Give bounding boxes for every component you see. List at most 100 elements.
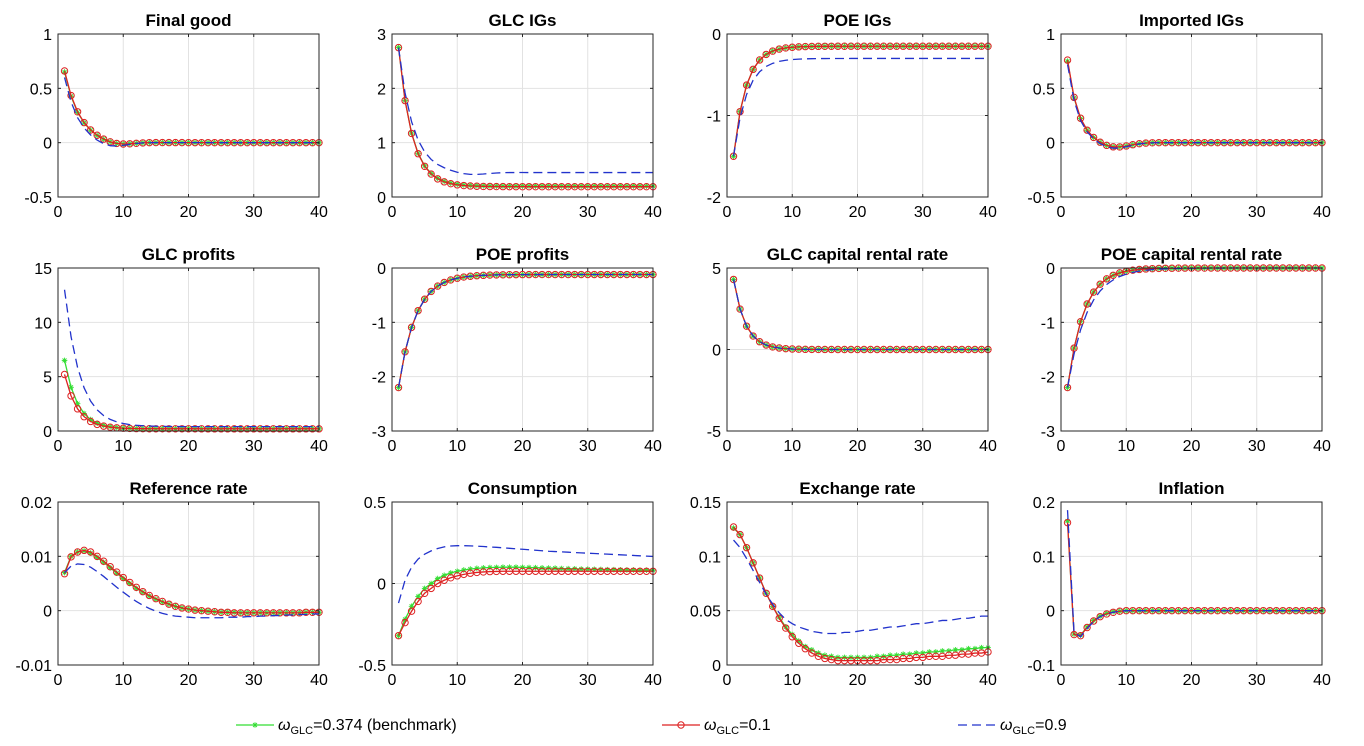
data-point-bench — [126, 580, 133, 587]
y-tick-label: 0 — [43, 604, 52, 621]
data-point-low — [1096, 612, 1104, 621]
x-tick-label: 10 — [448, 204, 466, 221]
data-point-low — [132, 583, 141, 591]
data-point-low — [433, 282, 442, 290]
data-point-low — [86, 126, 95, 134]
x-tick-label: 40 — [1313, 438, 1331, 455]
data-point-low — [782, 624, 790, 632]
y-tick-label: -2 — [707, 190, 721, 207]
data-point-bench — [624, 567, 630, 573]
data-point-bench — [480, 565, 487, 571]
data-point-low — [407, 129, 416, 138]
x-tick-label: 0 — [54, 438, 63, 455]
data-point-low — [60, 67, 69, 75]
y-tick-label: 0.1 — [699, 549, 721, 566]
data-point-low — [60, 570, 69, 578]
x-tick-label: 0 — [388, 438, 397, 455]
data-point-low — [1089, 617, 1098, 625]
legend-item-bench: ωGLC=0.374 (benchmark) — [236, 717, 457, 737]
data-point-bench — [100, 422, 107, 429]
x-tick-label: 0 — [54, 204, 63, 221]
data-point-low — [1102, 610, 1111, 618]
x-tick-label: 40 — [979, 438, 997, 455]
data-point-bench — [493, 564, 500, 571]
series-line-high — [63, 77, 319, 147]
data-point-low — [145, 591, 154, 600]
data-point-bench — [946, 648, 952, 654]
data-point-low — [742, 81, 751, 89]
panel-poe-profits: 0 10 20 30 40 0 -1 -2 -3 POE profits — [372, 245, 662, 455]
data-point-low — [729, 523, 738, 531]
data-point-low — [433, 175, 442, 183]
data-point-low — [99, 557, 108, 565]
data-point-bench — [604, 566, 611, 573]
data-point-low — [414, 150, 422, 158]
data-point-low — [1089, 133, 1098, 142]
y-tick-label: 0.5 — [1033, 81, 1055, 98]
legend-marker — [252, 722, 258, 728]
data-point-bench — [730, 525, 737, 531]
x-tick-label: 30 — [1248, 204, 1266, 221]
data-point-bench — [965, 645, 972, 652]
legend-label: ωGLC=0.1 — [704, 717, 771, 737]
y-tick-label: 0.15 — [690, 495, 721, 512]
data-point-low — [420, 162, 429, 170]
data-point-low — [414, 597, 422, 606]
data-point-bench — [643, 567, 650, 573]
data-point-low — [1096, 138, 1104, 146]
x-tick-label: 40 — [310, 204, 328, 221]
x-tick-label: 40 — [310, 672, 328, 689]
x-tick-label: 10 — [448, 438, 466, 455]
data-point-low — [93, 552, 101, 561]
data-point-bench — [487, 564, 493, 571]
panel-poe-capital-rental-rate: 0 10 20 30 40 0 -1 -2 -3 POE capital rental rate — [1041, 245, 1331, 455]
data-point-bench — [565, 565, 571, 572]
panel-title: POE IGs — [823, 11, 891, 30]
x-tick-label: 0 — [1057, 438, 1066, 455]
y-tick-label: 1 — [377, 136, 386, 153]
series-line-high — [397, 273, 653, 388]
data-point-bench — [506, 564, 513, 570]
data-point-low — [139, 587, 147, 596]
data-point-low — [420, 589, 429, 597]
data-point-low — [742, 543, 751, 552]
data-point-low — [86, 417, 95, 426]
data-point-bench — [513, 564, 519, 570]
data-point-low — [1063, 518, 1072, 527]
y-tick-label: -3 — [1041, 424, 1055, 441]
x-tick-label: 40 — [979, 672, 997, 689]
series-line-high — [63, 289, 319, 428]
y-tick-label: 1 — [1046, 27, 1055, 44]
data-point-low — [749, 559, 757, 567]
x-tick-label: 40 — [979, 204, 997, 221]
x-tick-label: 0 — [388, 204, 397, 221]
x-tick-label: 20 — [849, 438, 867, 455]
data-point-low — [1096, 280, 1104, 288]
data-point-low — [440, 178, 448, 186]
y-tick-label: 0 — [1046, 261, 1055, 278]
data-point-bench — [133, 585, 140, 592]
data-point-low — [420, 295, 429, 303]
data-point-low — [73, 405, 82, 413]
data-point-bench — [952, 646, 959, 653]
data-point-low — [1076, 318, 1085, 326]
data-point-bench — [893, 652, 900, 659]
data-point-bench — [454, 568, 461, 575]
x-tick-label: 20 — [849, 204, 867, 221]
data-point-low — [394, 631, 403, 640]
data-point-low — [99, 135, 108, 143]
y-tick-label: 15 — [34, 261, 52, 278]
data-point-bench — [68, 384, 74, 391]
data-point-bench — [94, 420, 100, 427]
data-point-bench — [447, 570, 454, 576]
data-point-bench — [913, 650, 920, 656]
data-point-bench — [441, 572, 447, 579]
series-line-high — [397, 545, 654, 604]
x-tick-label: 30 — [579, 438, 597, 455]
data-point-bench — [933, 649, 939, 655]
y-tick-label: -0.1 — [1027, 658, 1055, 675]
data-point-low — [407, 607, 416, 615]
x-tick-label: 20 — [180, 204, 198, 221]
